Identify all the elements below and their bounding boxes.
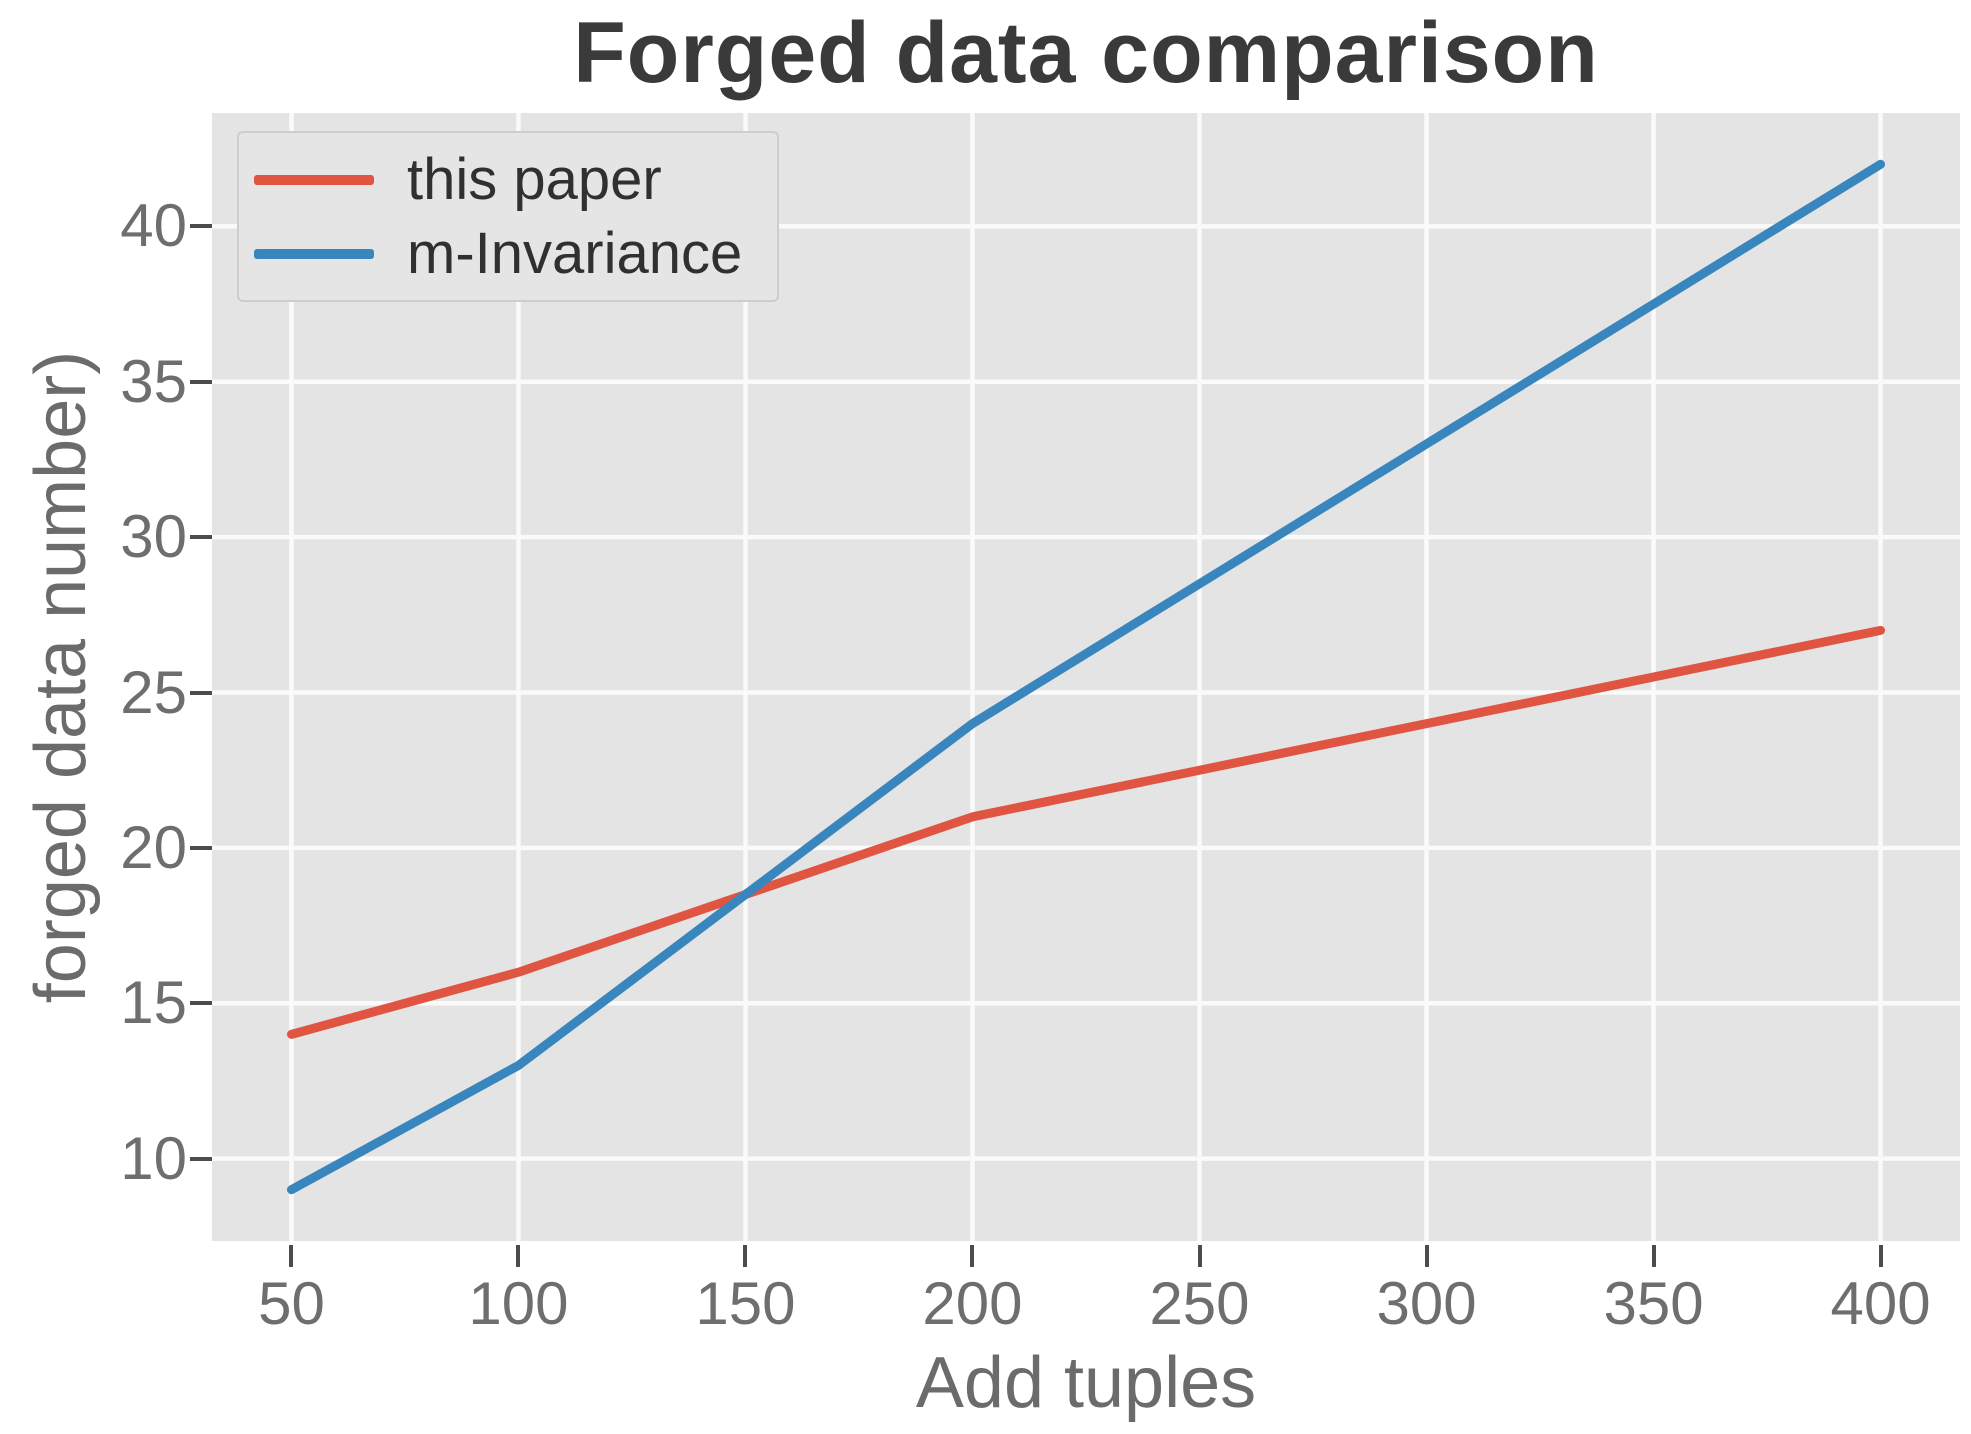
x-tick-label: 400: [1830, 1270, 1931, 1337]
x-tick-label: 150: [695, 1270, 796, 1337]
m-invariance-line-swatch: [254, 248, 374, 259]
y-tick-mark: [190, 1156, 212, 1161]
this-paper-line-swatch: [254, 174, 374, 185]
y-axis-label: forged data number): [21, 350, 101, 1004]
legend-label: m-Invariance: [407, 221, 743, 286]
x-tick-label: 50: [258, 1270, 325, 1337]
x-tick-mark: [1878, 1245, 1883, 1267]
x-tick-label: 200: [922, 1270, 1023, 1337]
y-tick-label: 15: [120, 969, 187, 1037]
legend: this paper m-Invariance: [237, 131, 779, 302]
x-axis-label: Add tuples: [915, 1343, 1257, 1423]
x-tick-mark: [516, 1245, 521, 1267]
x-tick-mark: [970, 1245, 975, 1267]
y-tick-label: 25: [120, 658, 187, 726]
x-tick-label: 250: [1149, 1270, 1250, 1337]
y-tick-mark: [190, 224, 212, 229]
x-tick-label: 100: [468, 1270, 569, 1337]
x-tick-mark: [1197, 1245, 1202, 1267]
y-tick-mark: [190, 845, 212, 850]
legend-item-m-invariance: m-Invariance: [239, 221, 777, 286]
series-line-m-invariance: [286, 159, 1886, 1195]
y-tick-label: 10: [120, 1124, 187, 1192]
x-tick-label: 300: [1376, 1270, 1477, 1337]
y-tick-label: 40: [120, 192, 187, 260]
x-tick-mark: [1424, 1245, 1429, 1267]
legend-label: this paper: [407, 147, 662, 212]
x-tick-mark: [289, 1245, 294, 1267]
x-tick-mark: [1651, 1245, 1656, 1267]
y-tick-mark: [190, 690, 212, 695]
legend-item-this-paper: this paper: [239, 147, 777, 212]
chart-title: Forged data comparison: [573, 5, 1599, 101]
y-tick-label: 35: [120, 347, 187, 415]
y-tick-label: 20: [120, 813, 187, 881]
y-tick-mark: [190, 379, 212, 384]
y-tick-mark: [190, 535, 212, 540]
x-tick-mark: [743, 1245, 748, 1267]
x-tick-label: 350: [1603, 1270, 1704, 1337]
y-tick-label: 30: [120, 503, 187, 571]
series-line-this-paper: [286, 625, 1886, 1039]
y-tick-mark: [190, 1001, 212, 1006]
